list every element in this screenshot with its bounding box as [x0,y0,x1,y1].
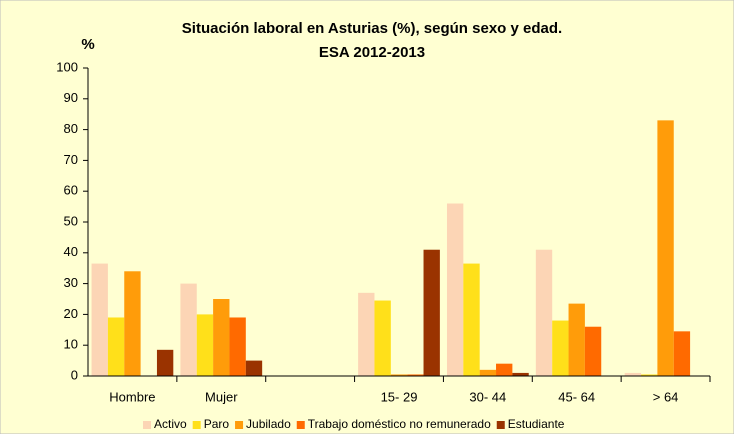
y-tick-label: 0 [71,367,78,382]
legend-label: Paro [204,417,230,431]
bar [124,271,141,376]
y-tick-label: 10 [64,337,78,352]
y-tick-label: 60 [64,183,78,198]
y-axis-label: % [81,36,94,53]
bar [463,263,480,376]
bar [358,292,375,376]
bar [390,374,408,376]
y-tick-label: 100 [56,59,78,74]
bar [641,374,658,376]
legend-label: Jubilado [246,417,291,431]
legend-swatch [235,421,244,429]
bar [673,331,691,376]
legend-swatch [496,421,505,429]
y-tick-label: 30 [64,275,78,290]
legend-label: Trabajo doméstico no remunerado [308,417,491,431]
bar [657,120,674,376]
bar [624,372,642,376]
y-tick-label: 20 [64,306,78,321]
legend-swatch [143,421,151,429]
bar [156,349,174,376]
bar [446,203,464,376]
bar [423,249,440,376]
bar [107,317,125,376]
legend-label: Estudiante [508,417,565,431]
bar [568,303,585,376]
bar [196,314,214,376]
legend-swatch [296,421,305,429]
bar [374,300,391,376]
bar [552,320,569,376]
bar [91,263,108,376]
x-tick-label: Mujer [205,389,238,404]
bar [496,363,513,376]
legend-swatch [192,421,201,429]
bar [213,299,230,376]
x-tick-label: 45- 64 [558,389,595,404]
bar [479,369,497,376]
x-tick-label: 30- 44 [469,389,506,404]
x-tick-label: > 64 [653,389,679,404]
y-tick-label: 50 [64,213,78,228]
bar [180,283,197,376]
bar [512,372,529,376]
y-tick-label: 80 [64,121,78,136]
x-tick-label: 15- 29 [381,389,418,404]
bar [535,249,553,376]
chart-title: Situación laboral en Asturias (%), según… [182,20,562,37]
bar [245,360,263,376]
bar [584,326,602,376]
chart-subtitle: ESA 2012-2013 [319,44,425,61]
legend-label: Activo [154,417,187,431]
y-tick-label: 70 [64,152,78,167]
y-tick-label: 90 [64,90,78,105]
y-tick-label: 40 [64,244,78,259]
x-tick-label: Hombre [109,389,155,404]
bar [229,317,246,376]
bar [407,374,424,376]
